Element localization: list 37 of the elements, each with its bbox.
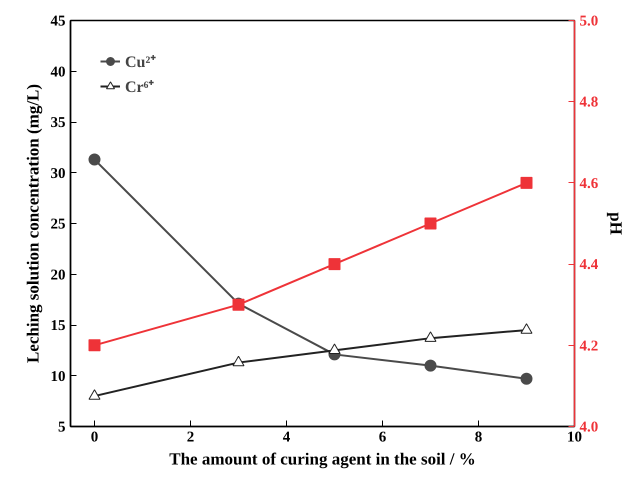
point bbox=[520, 372, 532, 385]
y-tick-label: 45 bbox=[50, 14, 66, 30]
point bbox=[520, 176, 532, 189]
y2-axis-title: pH bbox=[606, 212, 626, 235]
y-tick-label: 20 bbox=[50, 267, 66, 284]
y-tick-label: 10 bbox=[50, 368, 66, 385]
point bbox=[328, 344, 340, 354]
point bbox=[520, 323, 532, 334]
legend-label: Cr⁶⁺ bbox=[125, 78, 154, 97]
point bbox=[328, 258, 340, 270]
x-tick-label: 10 bbox=[567, 430, 582, 446]
point bbox=[232, 356, 244, 366]
y2-tick-label: 4.4 bbox=[580, 257, 599, 274]
x-tick-label: 6 bbox=[378, 430, 387, 446]
legend-label: Cu²⁺ bbox=[125, 53, 156, 72]
y2-tick-label: 5.0 bbox=[580, 14, 598, 30]
y2-tick-label: 4.8 bbox=[580, 94, 598, 111]
y-tick-label: 5 bbox=[58, 420, 66, 436]
y-tick-label: 15 bbox=[50, 318, 66, 334]
y-tick-label: 40 bbox=[50, 64, 66, 80]
point bbox=[88, 154, 100, 166]
x-tick-label: 8 bbox=[474, 430, 482, 446]
y-tick-label: 35 bbox=[50, 115, 66, 131]
point bbox=[88, 389, 100, 400]
x-axis-title: The amount of curing agent in the soil / % bbox=[169, 450, 476, 468]
y-tick-label: 30 bbox=[50, 166, 66, 182]
y2-tick-label: 4.2 bbox=[580, 338, 598, 354]
point bbox=[424, 331, 436, 342]
y-tick-label: 25 bbox=[50, 216, 66, 232]
x-tick-label: 2 bbox=[186, 430, 194, 446]
point bbox=[424, 360, 436, 372]
y2-tick-label: 4.6 bbox=[580, 176, 599, 192]
point bbox=[88, 339, 100, 352]
y-axis-title: Leching solution concentration (mg/L) bbox=[24, 84, 42, 364]
x-tick-label: 4 bbox=[282, 430, 291, 446]
point bbox=[424, 218, 436, 230]
x-tick-label: 0 bbox=[90, 430, 98, 446]
